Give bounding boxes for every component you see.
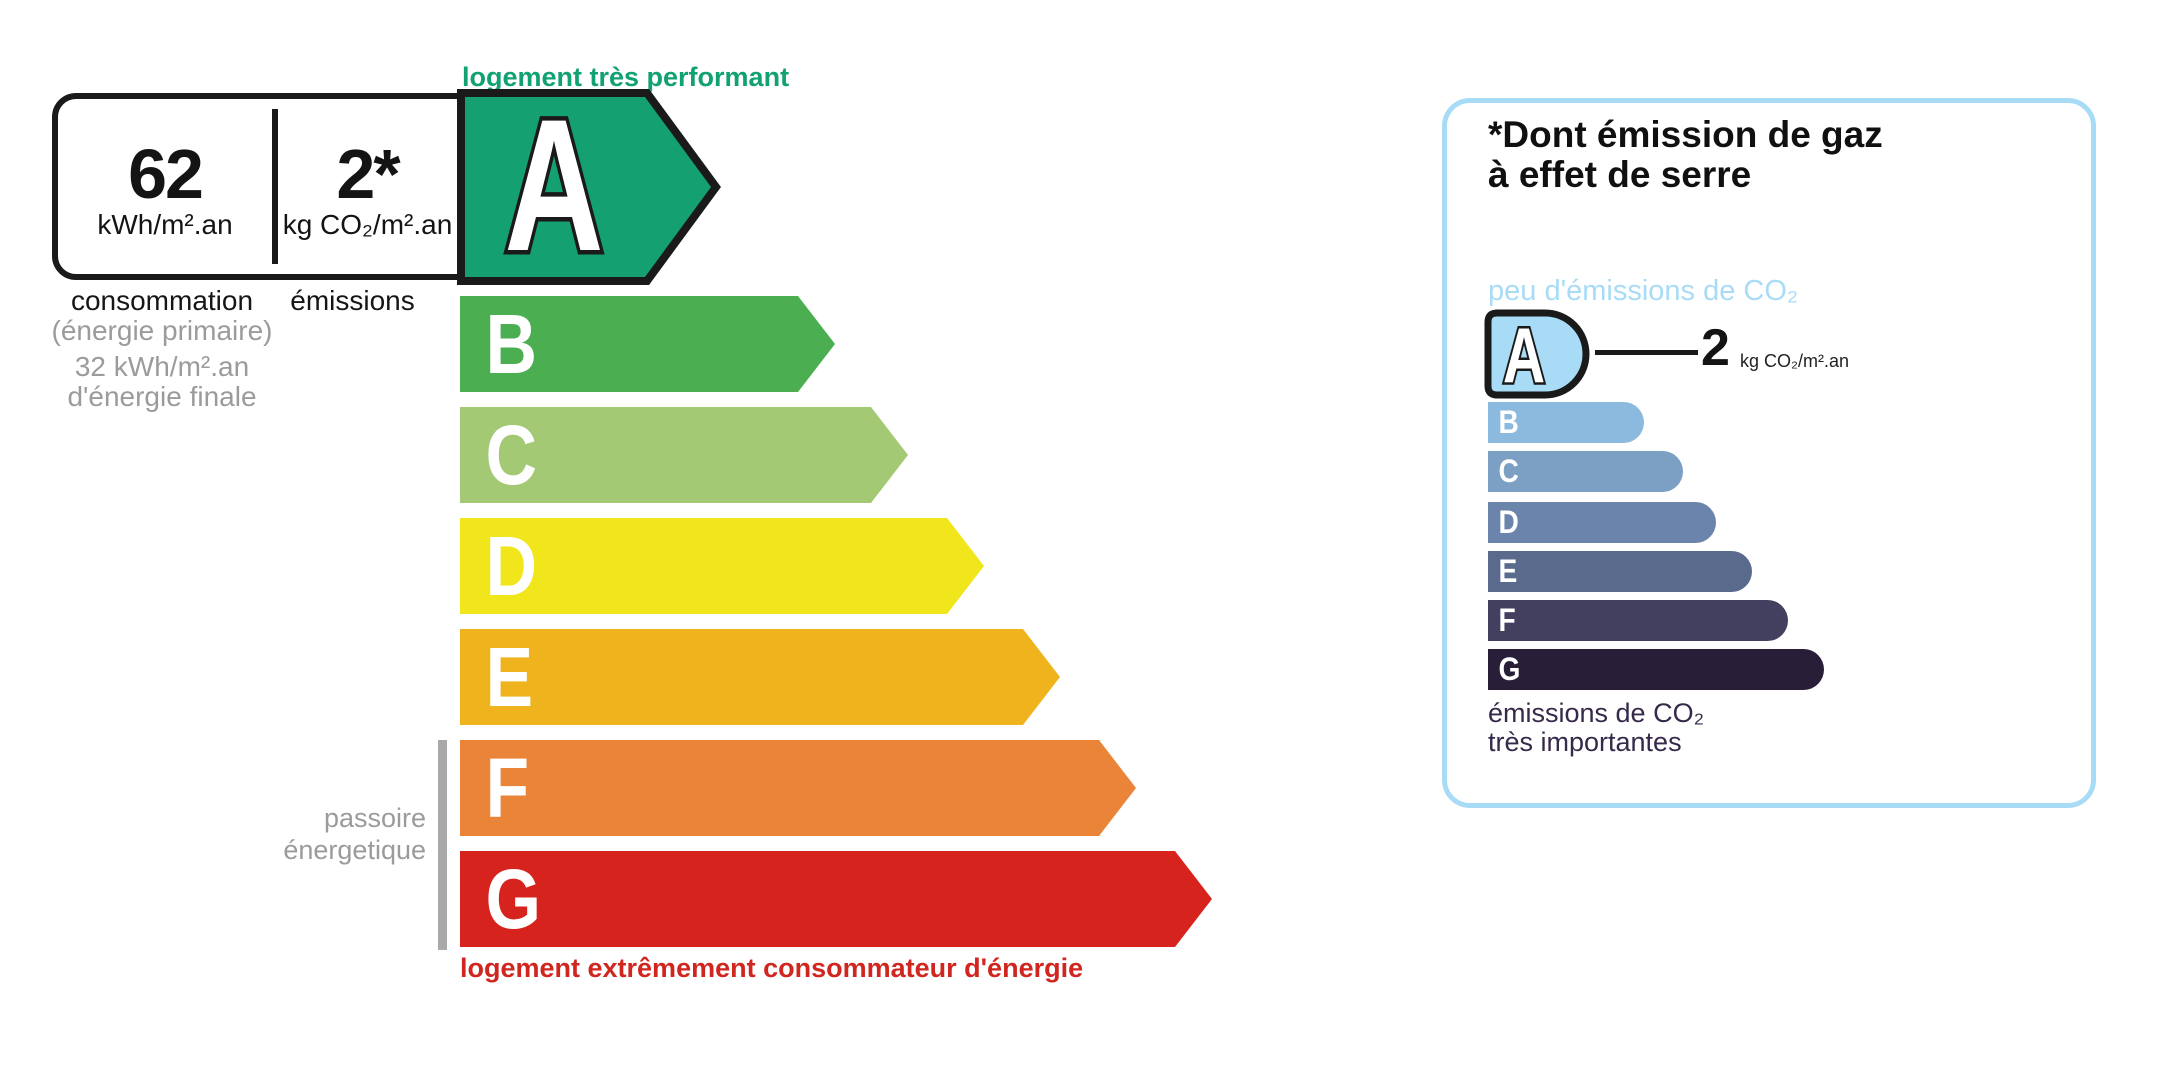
- emission-value: 2*: [336, 135, 400, 213]
- class-g-letter: G: [485, 852, 542, 946]
- high-consumption-label: logement extrêmement consommateur d'éner…: [460, 953, 1084, 983]
- header-values-box: 62 kWh/m².an 2* kg CO₂/m².an: [52, 93, 463, 280]
- final-energy-line1: 32 kWh/m².an: [74, 351, 250, 382]
- emission-unit: kg CO₂/m².an: [282, 209, 453, 240]
- co2-row-b: B: [1488, 402, 1644, 443]
- energy-sieve-caption: passoire énergetique: [160, 802, 426, 866]
- class-b-letter: B: [485, 297, 538, 391]
- co2-high-line2: très importantes: [1488, 727, 1682, 757]
- co2-a-badge-shape: [1484, 309, 1590, 399]
- consumption-cell: 62 kWh/m².an: [58, 99, 272, 274]
- co2-a-letter: A: [1503, 312, 1545, 399]
- class-a-letter: A: [504, 89, 603, 285]
- energy-class-row-e: E: [460, 629, 1060, 725]
- energy-class-row-b: B: [460, 296, 835, 392]
- emissions-caption: émissions: [290, 285, 415, 316]
- class-e-letter: E: [485, 630, 534, 724]
- class-a-arrow-shape: [457, 89, 721, 285]
- co2-class-a-badge: A: [1484, 309, 1590, 400]
- co2-panel-title: *Dont émission de gaz à effet de serre: [1488, 115, 1883, 195]
- consumption-value: 62: [128, 135, 204, 213]
- class-d-letter: D: [485, 519, 538, 613]
- co2-b-letter: B: [1498, 404, 1519, 440]
- top-performance-label: logement très performant: [462, 62, 790, 92]
- co2-f-letter: F: [1498, 602, 1516, 638]
- co2-low-emissions-label: peu d'émissions de CO₂: [1488, 275, 1799, 307]
- energy-class-row-c: C: [460, 407, 908, 503]
- co2-row-g: G: [1488, 649, 1824, 690]
- emission-cell: 2* kg CO₂/m².an: [278, 99, 457, 274]
- co2-row-c: C: [1488, 451, 1683, 492]
- class-f-letter: F: [485, 741, 530, 835]
- co2-g-letter: G: [1498, 651, 1521, 687]
- sieve-line1: passoire: [323, 803, 426, 833]
- energy-sieve-bar: [438, 740, 447, 950]
- co2-row-e: E: [1488, 551, 1752, 592]
- co2-d-letter: D: [1498, 504, 1519, 540]
- co2-value: 2: [1701, 319, 1730, 377]
- co2-high-emissions-label: émissions de CO₂ très importantes: [1488, 699, 1704, 757]
- consumption-subtitle: (énergie primaire): [51, 315, 273, 346]
- consumption-unit: kWh/m².an: [97, 209, 233, 240]
- class-c-letter: C: [485, 408, 538, 502]
- consumption-title: consommation: [70, 285, 254, 316]
- co2-row-f: F: [1488, 600, 1788, 641]
- sieve-line2: énergetique: [283, 835, 426, 865]
- energy-class-row-f: F: [460, 740, 1136, 836]
- consumption-caption: consommation (énergie primaire) 32 kWh/m…: [28, 286, 296, 412]
- co2-e-letter: E: [1498, 553, 1518, 589]
- co2-panel: *Dont émission de gaz à effet de serre p…: [1442, 98, 2096, 808]
- energy-class-row-g: G: [460, 851, 1212, 947]
- co2-title-line2: à effet de serre: [1488, 154, 1752, 195]
- energy-class-a-arrow: A: [457, 89, 721, 285]
- co2-row-d: D: [1488, 502, 1716, 543]
- co2-high-line1: émissions de CO₂: [1488, 698, 1705, 728]
- energy-class-row-d: D: [460, 518, 984, 614]
- co2-value-unit: kg CO₂/m².an: [1740, 351, 1850, 371]
- header-divider: [272, 109, 278, 264]
- co2-value-connector-line: [1595, 350, 1698, 355]
- co2-c-letter: C: [1498, 453, 1519, 489]
- co2-title-line1: *Dont émission de gaz: [1488, 114, 1883, 155]
- final-energy-line2: d'énergie finale: [67, 381, 257, 412]
